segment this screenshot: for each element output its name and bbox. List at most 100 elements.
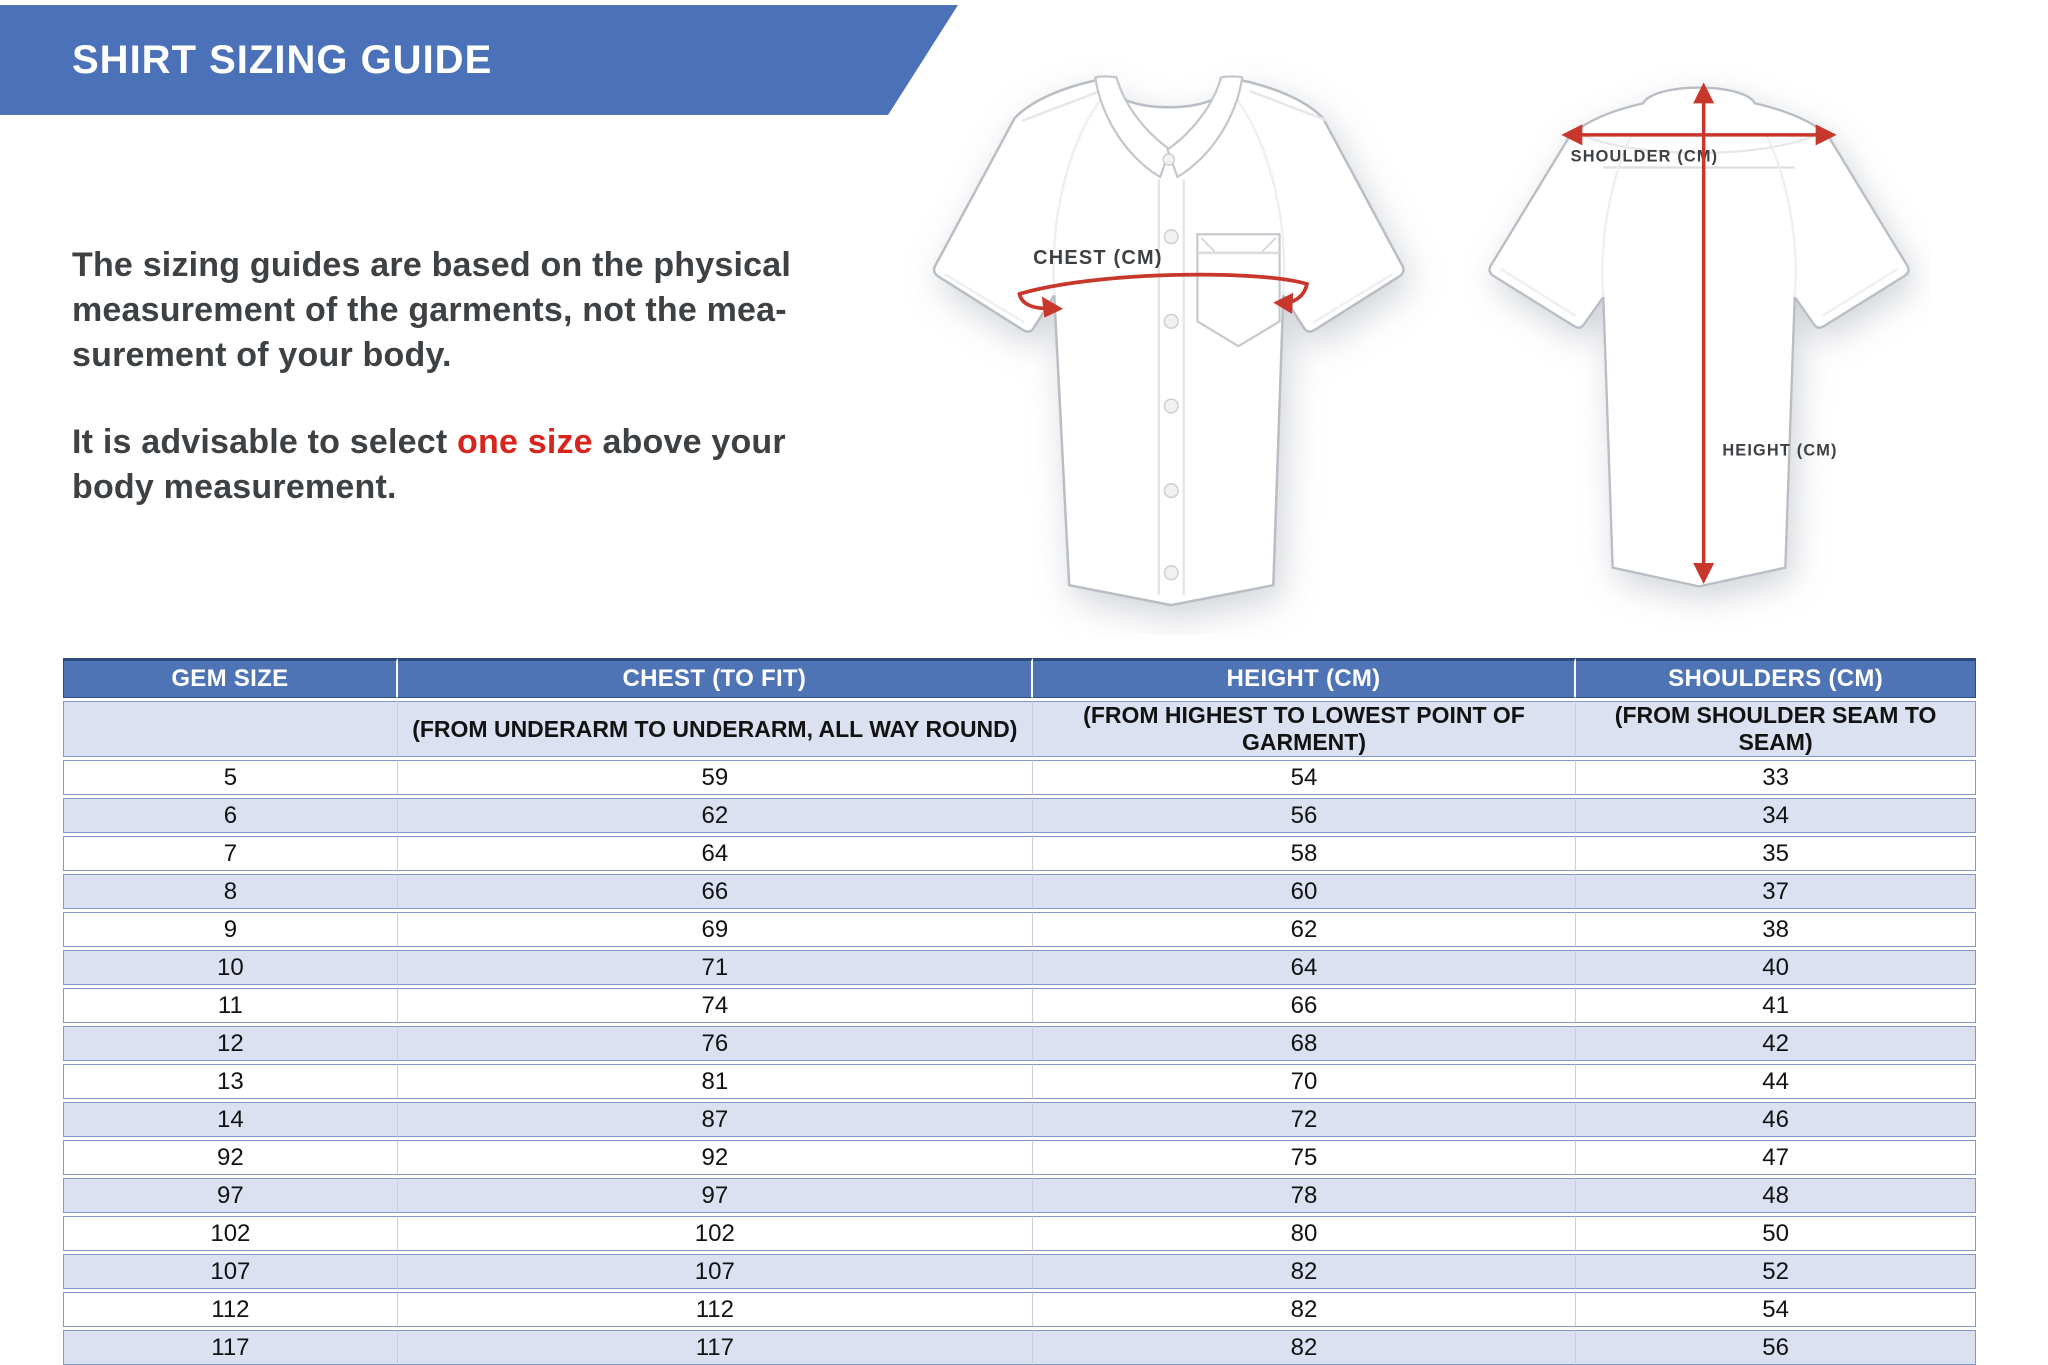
table-row: 14 87 72 46 [63, 1102, 1976, 1137]
table-cell: 64 [397, 836, 1033, 871]
column-header-chest: CHEST (TO FIT) [397, 658, 1033, 698]
table-cell: 112 [63, 1292, 398, 1327]
table-cell: 41 [1576, 988, 1976, 1023]
collar-button [1162, 153, 1176, 166]
size-table-container: GEM SIZE CHEST (TO FIT) HEIGHT (CM) SHOU… [63, 655, 1976, 1365]
table-row: 7 64 58 35 [63, 836, 1976, 871]
table-row: 8 66 60 37 [63, 874, 1976, 909]
table-cell: 97 [397, 1178, 1033, 1213]
table-cell: 72 [1032, 1102, 1577, 1137]
intro-paragraph-1: The sizing guides are based on the physi… [72, 246, 791, 374]
table-cell: 33 [1576, 760, 1976, 795]
table-row: 5 59 54 33 [63, 760, 1976, 795]
table-cell: 64 [1032, 950, 1577, 985]
table-cell: 56 [1032, 798, 1577, 833]
table-row: 6 62 56 34 [63, 798, 1976, 833]
height-label: HEIGHT (CM) [1722, 442, 1837, 460]
table-cell: 82 [1032, 1330, 1577, 1365]
table-cell: 62 [1032, 912, 1577, 947]
table-cell: 81 [397, 1064, 1033, 1099]
table-cell: 52 [1576, 1254, 1976, 1289]
table-cell: 92 [397, 1140, 1033, 1175]
table-cell: 69 [397, 912, 1033, 947]
table-cell: 38 [1576, 912, 1976, 947]
one-size-highlight: one size [457, 423, 593, 461]
table-cell: 107 [63, 1254, 398, 1289]
table-cell: 78 [1032, 1178, 1577, 1213]
shirt-front-diagram: CHEST (CM) [932, 75, 1405, 607]
table-cell: 12 [63, 1026, 398, 1061]
table-cell: 40 [1576, 950, 1976, 985]
table-cell: 75 [1032, 1140, 1577, 1175]
table-cell: 10 [63, 950, 398, 985]
table-cell: 60 [1032, 874, 1577, 909]
size-table: GEM SIZE CHEST (TO FIT) HEIGHT (CM) SHOU… [63, 655, 1976, 1365]
table-cell: 87 [397, 1102, 1033, 1137]
table-cell: 48 [1576, 1178, 1976, 1213]
column-header-gem-size: GEM SIZE [63, 658, 398, 698]
table-cell: 47 [1576, 1140, 1976, 1175]
table-row: 12 76 68 42 [63, 1026, 1976, 1061]
table-cell: 74 [397, 988, 1033, 1023]
table-cell: 46 [1576, 1102, 1976, 1137]
table-cell: 13 [63, 1064, 398, 1099]
subheader-gem-size [63, 701, 398, 757]
subheader-height: (FROM HIGHEST TO LOWEST POINT OF GARMENT… [1032, 701, 1577, 757]
table-cell: 66 [1032, 988, 1577, 1023]
table-cell: 59 [397, 760, 1033, 795]
shirt-back-outline [1488, 86, 1910, 588]
table-row: 10 71 64 40 [63, 950, 1976, 985]
table-cell: 66 [397, 874, 1033, 909]
table-cell: 6 [63, 798, 398, 833]
table-cell: 37 [1576, 874, 1976, 909]
size-table-body: 5 59 54 33 6 62 56 34 7 64 58 35 8 66 60 37 9 69 62 38 10 71 6… [63, 760, 1976, 1365]
subheader-chest: (FROM UNDERARM TO UNDERARM, ALL WAY ROUN… [397, 701, 1033, 757]
table-cell: 97 [63, 1178, 398, 1213]
chest-pocket [1196, 233, 1281, 348]
table-cell: 35 [1576, 836, 1976, 871]
table-row: 13 81 70 44 [63, 1064, 1976, 1099]
chest-label: CHEST (CM) [1033, 247, 1163, 269]
table-cell: 8 [63, 874, 398, 909]
table-cell: 50 [1576, 1216, 1976, 1251]
table-cell: 70 [1032, 1064, 1577, 1099]
table-cell: 14 [63, 1102, 398, 1137]
table-row: 107 107 82 52 [63, 1254, 1976, 1289]
shirt-front-outline [932, 78, 1405, 607]
table-cell: 82 [1032, 1292, 1577, 1327]
table-row: 9 69 62 38 [63, 912, 1976, 947]
table-row: 102 102 80 50 [63, 1216, 1976, 1251]
table-cell: 71 [397, 950, 1033, 985]
table-row: 117 117 82 56 [63, 1330, 1976, 1365]
shirt-back-diagram: SHOULDER (CM) HEIGHT (CM) [1488, 82, 1910, 588]
table-cell: 92 [63, 1140, 398, 1175]
table-row: 97 97 78 48 [63, 1178, 1976, 1213]
table-cell: 9 [63, 912, 398, 947]
column-header-height: HEIGHT (CM) [1032, 658, 1577, 698]
table-cell: 107 [397, 1254, 1033, 1289]
table-cell: 42 [1576, 1026, 1976, 1061]
title-banner: SHIRT SIZING GUIDE [0, 5, 958, 115]
table-cell: 7 [63, 836, 398, 871]
table-cell: 117 [397, 1330, 1033, 1365]
table-cell: 62 [397, 798, 1033, 833]
table-cell: 11 [63, 988, 398, 1023]
chest-measure-arrow [1017, 272, 1309, 296]
table-cell: 56 [1576, 1330, 1976, 1365]
intro-paragraph-2: It is advisable to select one size above… [72, 423, 786, 506]
shoulder-label: SHOULDER (CM) [1571, 148, 1719, 166]
table-cell: 68 [1032, 1026, 1577, 1061]
table-cell: 54 [1576, 1292, 1976, 1327]
table-cell: 54 [1032, 760, 1577, 795]
table-header-row: GEM SIZE CHEST (TO FIT) HEIGHT (CM) SHOU… [63, 658, 1976, 698]
table-row: 112 112 82 54 [63, 1292, 1976, 1327]
table-row: 92 92 75 47 [63, 1140, 1976, 1175]
table-cell: 58 [1032, 836, 1577, 871]
subheader-shoulders: (FROM SHOULDER SEAM TO SEAM) [1576, 701, 1976, 757]
intro-text: The sizing guides are based on the physi… [72, 243, 912, 510]
table-cell: 102 [397, 1216, 1033, 1251]
table-cell: 44 [1576, 1064, 1976, 1099]
table-subheader-row: (FROM UNDERARM TO UNDERARM, ALL WAY ROUN… [63, 701, 1976, 757]
collar-right-flap [1166, 75, 1244, 179]
table-cell: 80 [1032, 1216, 1577, 1251]
